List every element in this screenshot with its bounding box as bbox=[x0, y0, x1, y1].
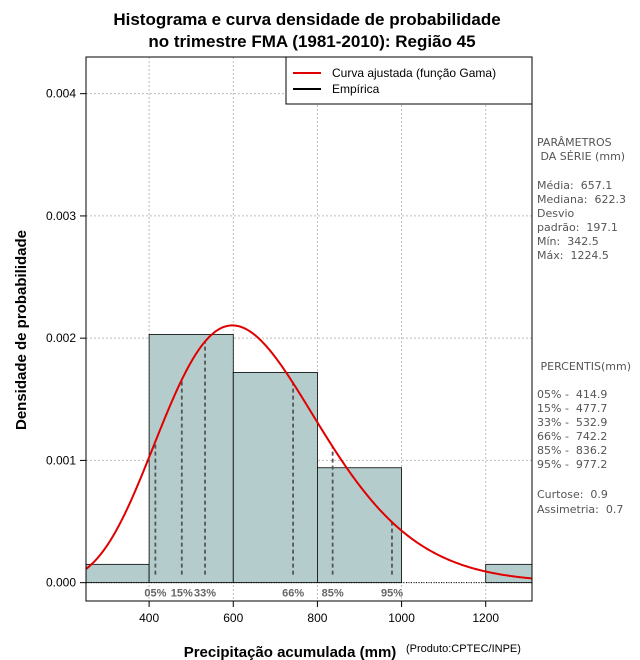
percentil-05: 05% - 414.9 bbox=[537, 388, 608, 401]
param-desvio-value: padrão: 197.1 bbox=[537, 221, 618, 234]
x-axis-label: Precipitação acumulada (mm) bbox=[184, 644, 397, 660]
x-tick-label: 600 bbox=[223, 611, 243, 625]
percentile-label: 66% bbox=[282, 588, 304, 600]
legend-box bbox=[285, 56, 533, 105]
credit-label: (Produto:CPTEC/INPE) bbox=[406, 643, 521, 655]
param-mediana: Mediana: 622.3 bbox=[537, 193, 626, 206]
legend-label: Empírica bbox=[332, 82, 380, 96]
percentil-66: 66% - 742.2 bbox=[537, 430, 608, 443]
chart-title-line1: Histograma e curva densidade de probabil… bbox=[113, 10, 500, 29]
param-desvio-label: Desvio bbox=[537, 207, 575, 220]
stat-curtose: Curtose: 0.9 bbox=[537, 488, 608, 501]
y-tick-label: 0.001 bbox=[46, 453, 76, 467]
x-tick-label: 1200 bbox=[472, 611, 499, 625]
legend: Curva ajustada (função Gama) Empírica bbox=[285, 56, 533, 105]
percentil-33: 33% - 532.9 bbox=[537, 416, 608, 429]
chart-title-line2: no trimestre FMA (1981-2010): Região 45 bbox=[148, 32, 475, 51]
y-tick-label: 0.004 bbox=[46, 87, 76, 101]
gamma-curve bbox=[86, 324, 532, 580]
percentil-15: 15% - 477.7 bbox=[537, 402, 608, 415]
y-axis-label: Densidade de probabilidade bbox=[13, 230, 30, 430]
param-min: Mín: 342.5 bbox=[537, 235, 599, 248]
percentile-label: 85% bbox=[322, 588, 344, 600]
percentis-heading: PERCENTIS(mm) bbox=[537, 360, 631, 373]
histogram-bar bbox=[148, 334, 234, 584]
x-tick-label: 400 bbox=[139, 611, 159, 625]
param-max: Máx: 1224.5 bbox=[537, 249, 609, 262]
params-heading-1: PARÂMETROS bbox=[537, 136, 612, 149]
percentil-85: 85% - 836.2 bbox=[537, 444, 608, 457]
percentile-label: 05% bbox=[144, 588, 166, 600]
percentile-label: 95% bbox=[381, 588, 403, 600]
histogram-bar bbox=[86, 563, 150, 584]
histogram-bar bbox=[232, 371, 318, 584]
legend-label: Curva ajustada (função Gama) bbox=[332, 66, 496, 80]
param-media: Média: 657.1 bbox=[537, 179, 613, 192]
plot-area: 05% 15% 33% 66% 85% 95% 400 600 800 1000 1200 0.000… bbox=[46, 56, 533, 625]
x-tick-label: 1000 bbox=[388, 611, 415, 625]
params-heading-2: DA SÉRIE (mm) bbox=[537, 150, 626, 163]
y-tick-label: 0.000 bbox=[46, 576, 76, 590]
percentile-label: 33% bbox=[194, 588, 216, 600]
percentil-95: 95% - 977.2 bbox=[537, 458, 608, 471]
stat-assimetria: Assimetria: 0.7 bbox=[537, 503, 624, 516]
percentile-label: 15% bbox=[171, 588, 193, 600]
y-tick-label: 0.003 bbox=[46, 209, 76, 223]
bars-group bbox=[86, 334, 532, 584]
x-tick-label: 800 bbox=[307, 611, 327, 625]
y-tick-label: 0.002 bbox=[46, 331, 76, 345]
